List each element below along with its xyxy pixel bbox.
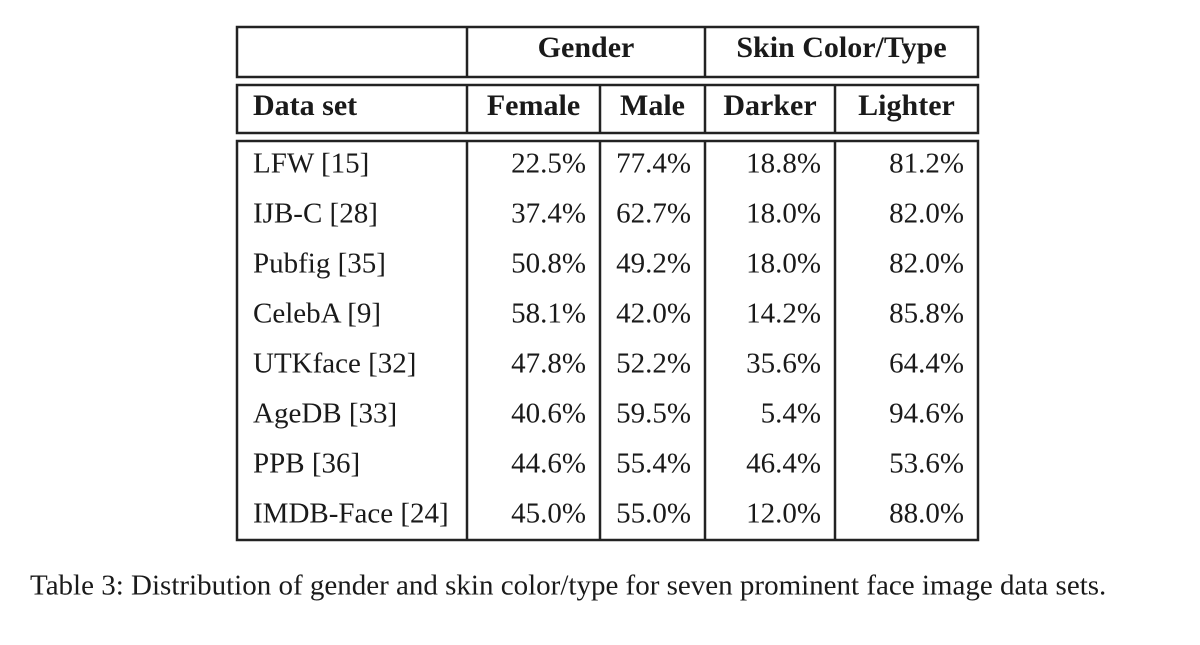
row-label: UTKface [32] xyxy=(253,348,416,380)
cell: 44.6% xyxy=(511,448,586,480)
cell: 14.2% xyxy=(746,298,821,330)
cell: 81.2% xyxy=(889,148,964,180)
column-header: Female xyxy=(487,89,580,122)
body-box xyxy=(235,139,980,542)
row-label: LFW [15] xyxy=(253,148,369,180)
cell: 18.8% xyxy=(746,148,821,180)
cell: 52.2% xyxy=(616,348,691,380)
cell: 37.4% xyxy=(511,198,586,230)
column-header: Darker xyxy=(723,89,816,122)
row-label: Pubfig [35] xyxy=(253,248,386,280)
group-header: Gender xyxy=(538,31,635,64)
cell: 12.0% xyxy=(746,498,821,530)
cell: 40.6% xyxy=(511,398,586,430)
cell: 88.0% xyxy=(889,498,964,530)
cell: 55.0% xyxy=(616,498,691,530)
cell: 82.0% xyxy=(889,198,964,230)
cell: 50.8% xyxy=(511,248,586,280)
column-header: Lighter xyxy=(858,89,955,122)
cell: 18.0% xyxy=(746,198,821,230)
cell: 59.5% xyxy=(616,398,691,430)
cell: 45.0% xyxy=(511,498,586,530)
column-header: Male xyxy=(620,89,685,122)
cell: 64.4% xyxy=(889,348,964,380)
column-header-box xyxy=(235,83,980,135)
group-header-box xyxy=(235,25,980,79)
cell: 5.4% xyxy=(761,398,821,430)
row-label: PPB [36] xyxy=(253,448,360,480)
caption: Table 3: Distribution of gender and skin… xyxy=(30,570,1106,602)
cell: 94.6% xyxy=(889,398,964,430)
row-label: CelebA [9] xyxy=(253,298,381,330)
cell: 82.0% xyxy=(889,248,964,280)
cell: 62.7% xyxy=(616,198,691,230)
cell: 22.5% xyxy=(511,148,586,180)
row-label: AgeDB [33] xyxy=(253,398,397,430)
cell: 58.1% xyxy=(511,298,586,330)
group-header: Skin Color/Type xyxy=(736,31,946,64)
cell: 18.0% xyxy=(746,248,821,280)
cell: 53.6% xyxy=(889,448,964,480)
cell: 42.0% xyxy=(616,298,691,330)
cell: 49.2% xyxy=(616,248,691,280)
cell: 85.8% xyxy=(889,298,964,330)
cell: 47.8% xyxy=(511,348,586,380)
cell: 35.6% xyxy=(746,348,821,380)
cell: 55.4% xyxy=(616,448,691,480)
cell: 77.4% xyxy=(616,148,691,180)
column-header: Data set xyxy=(253,89,357,122)
cell: 46.4% xyxy=(746,448,821,480)
row-label: IJB-C [28] xyxy=(253,198,378,230)
row-label: IMDB-Face [24] xyxy=(253,498,449,530)
